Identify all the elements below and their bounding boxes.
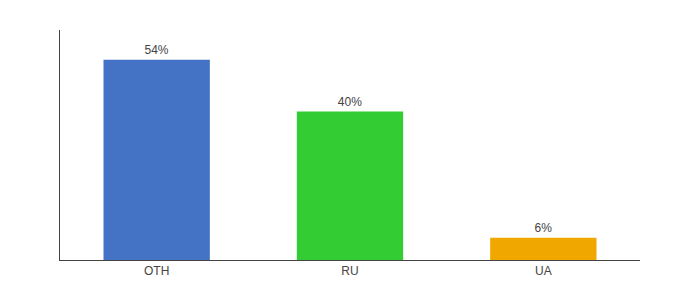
svg-text:40%: 40% (338, 95, 362, 109)
svg-text:RU: RU (341, 264, 358, 278)
svg-text:OTH: OTH (144, 264, 169, 278)
svg-text:6%: 6% (534, 221, 552, 235)
svg-text:54%: 54% (144, 43, 168, 57)
svg-text:UA: UA (535, 264, 552, 278)
